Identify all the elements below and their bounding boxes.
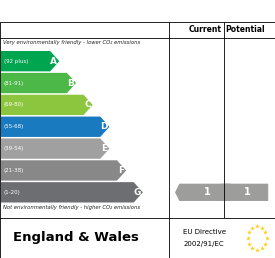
Text: EU Directive: EU Directive: [183, 229, 226, 235]
Polygon shape: [1, 73, 76, 93]
Text: Not environmentally friendly - higher CO₂ emissions: Not environmentally friendly - higher CO…: [3, 205, 140, 210]
Text: Environmental Impact (CO₂) Rating: Environmental Impact (CO₂) Rating: [21, 4, 254, 18]
Text: Very environmentally friendly - lower CO₂ emissions: Very environmentally friendly - lower CO…: [3, 40, 140, 45]
Text: (92 plus): (92 plus): [4, 59, 28, 64]
Text: B: B: [67, 78, 74, 87]
Text: (21-38): (21-38): [4, 168, 24, 173]
Text: 1: 1: [204, 187, 211, 197]
Polygon shape: [175, 184, 230, 201]
Text: (39-54): (39-54): [4, 146, 24, 151]
Polygon shape: [1, 139, 109, 159]
Text: 2002/91/EC: 2002/91/EC: [184, 241, 224, 247]
Text: E: E: [101, 144, 108, 153]
Text: C: C: [84, 100, 91, 109]
Text: (69-80): (69-80): [4, 102, 24, 107]
Text: Current: Current: [188, 26, 221, 35]
Polygon shape: [1, 182, 143, 203]
Text: A: A: [50, 57, 57, 66]
Text: G: G: [133, 188, 141, 197]
Polygon shape: [217, 184, 268, 201]
Text: F: F: [118, 166, 124, 175]
Polygon shape: [1, 95, 93, 115]
Text: Potential: Potential: [225, 26, 265, 35]
Text: (55-68): (55-68): [4, 124, 24, 129]
Text: (1-20): (1-20): [4, 190, 21, 195]
Text: (81-91): (81-91): [4, 80, 24, 86]
Text: England & Wales: England & Wales: [13, 231, 139, 245]
Text: 1: 1: [244, 187, 251, 197]
Text: D: D: [100, 122, 108, 131]
Polygon shape: [1, 160, 126, 181]
Polygon shape: [1, 117, 109, 137]
Polygon shape: [1, 51, 59, 71]
